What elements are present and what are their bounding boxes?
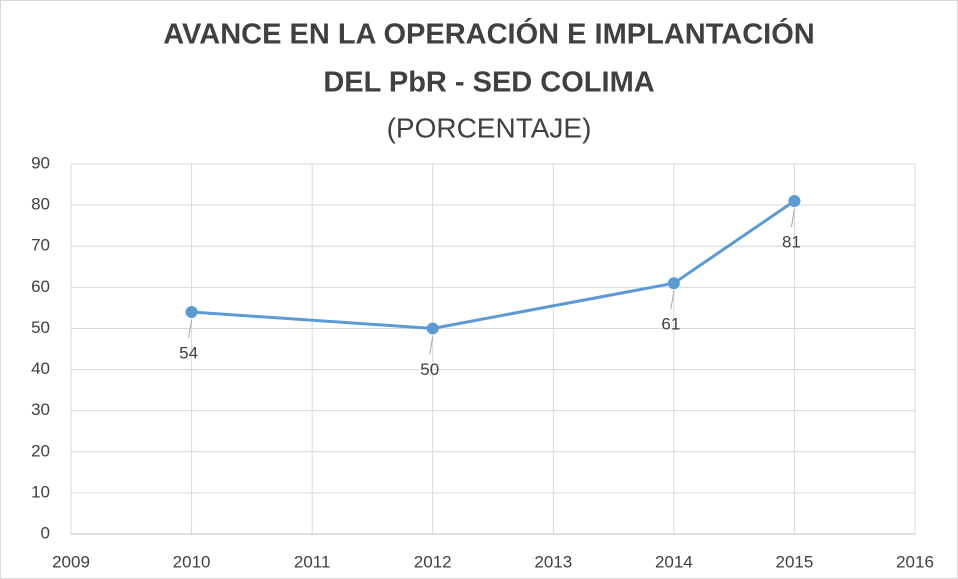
leader-line (429, 336, 434, 355)
x-tick-label: 2015 (776, 552, 814, 571)
chart-title: DEL PbR - SED COLIMA (323, 67, 654, 99)
y-tick-label: 80 (31, 195, 50, 214)
y-tick-label: 10 (31, 482, 50, 501)
data-label: 81 (782, 232, 801, 251)
leader-line (790, 208, 795, 228)
x-tick-label: 2010 (173, 552, 211, 571)
x-tick-label: 2009 (52, 552, 90, 571)
y-tick-label: 50 (31, 318, 50, 337)
y-tick-label: 20 (31, 441, 50, 460)
marker (426, 322, 439, 335)
chart-title: AVANCE EN LA OPERACIÓN E IMPLANTACIÓN (163, 17, 814, 51)
x-tick-label: 2013 (534, 552, 572, 571)
leader-line (670, 291, 675, 310)
y-tick-label: 40 (31, 359, 50, 378)
y-tick-label: 70 (31, 236, 50, 255)
marker (788, 195, 801, 207)
y-tick-label: 90 (31, 153, 50, 172)
y-tick-label: 30 (31, 400, 50, 419)
y-tick-label: 0 (41, 523, 50, 542)
series-line (191, 199, 796, 330)
leader-line (188, 319, 193, 339)
y-tick-label: 60 (31, 277, 50, 296)
x-tick-label: 2016 (896, 552, 934, 571)
data-label: 61 (661, 315, 680, 334)
data-label: 54 (179, 343, 198, 362)
x-tick-label: 2011 (294, 552, 331, 571)
x-tick-label: 2012 (414, 552, 452, 571)
marker (667, 277, 680, 290)
marker (185, 306, 198, 318)
x-tick-label: 2014 (655, 552, 693, 571)
chart-subtitle: (PORCENTAJE) (387, 112, 592, 143)
data-label: 50 (420, 360, 439, 379)
